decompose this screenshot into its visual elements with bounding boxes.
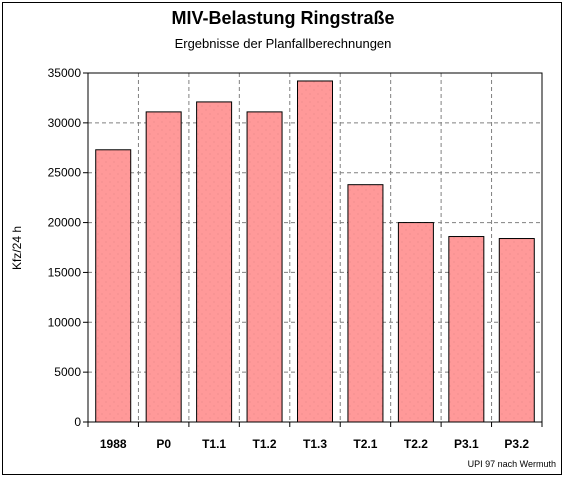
x-tick-label: T2.1: [353, 437, 377, 451]
y-tick-label: 30000: [48, 116, 82, 130]
x-tick-label: T1.2: [253, 437, 277, 451]
x-tick-label: 1988: [100, 437, 127, 451]
x-tick-label: T2.2: [404, 437, 428, 451]
plot-area-border: [87, 72, 543, 423]
x-tick-label: T1.3: [303, 437, 327, 451]
y-axis-label: Kfz/24 h: [10, 226, 24, 270]
x-tick-label: P0: [156, 437, 171, 451]
bar-T2.1: [347, 184, 384, 423]
bar-P3.1: [448, 236, 485, 423]
y-tick-label: 15000: [48, 265, 82, 279]
bar-1988: [95, 149, 132, 423]
bar-P0: [145, 111, 182, 423]
bar-T2.2: [397, 222, 434, 423]
bar-T1.2: [246, 111, 283, 423]
y-tick-label: 25000: [48, 166, 82, 180]
y-tick-label: 20000: [48, 216, 82, 230]
bar-P3.2: [498, 238, 535, 423]
x-tick-label: P3.2: [504, 437, 529, 451]
y-tick-label: 10000: [48, 315, 82, 329]
source-note: UPI 97 nach Wermuth: [467, 459, 556, 469]
chart-subtitle: Ergebnisse der Planfallberechnungen: [174, 36, 392, 51]
x-tick-label: P3.1: [454, 437, 479, 451]
bar-T1.1: [196, 101, 233, 423]
y-tick-label: 0: [74, 415, 81, 429]
x-tick-label: T1.1: [202, 437, 226, 451]
bar-T1.3: [297, 80, 333, 423]
y-tick-label: 35000: [48, 66, 82, 80]
chart-title: MIV-Belastung Ringstraße: [171, 8, 395, 28]
y-tick-label: 5000: [54, 365, 81, 379]
bars: [95, 80, 535, 423]
axes: 0 5000 10000 15000 20000 25000 30000 35000 1988 P…: [48, 66, 543, 451]
